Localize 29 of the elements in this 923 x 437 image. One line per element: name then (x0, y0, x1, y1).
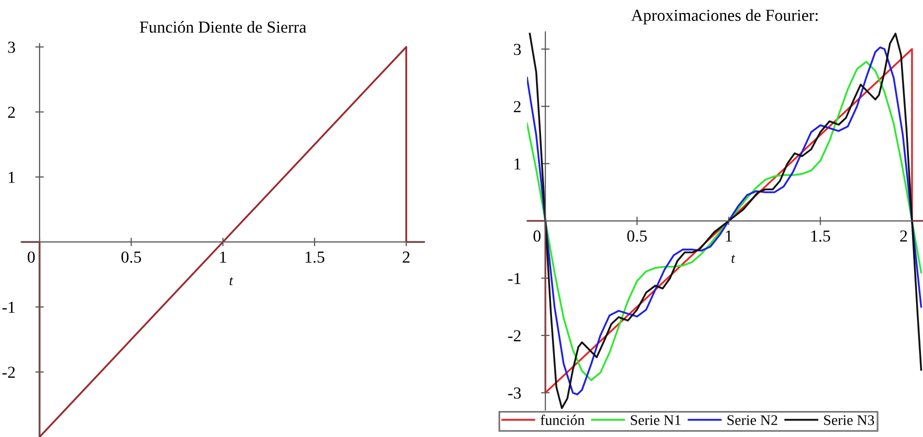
y-tick-label: -2 (508, 330, 521, 342)
x-tick-label: 0.5 (121, 251, 141, 263)
x-tick-label: 1.5 (306, 252, 324, 263)
y-tick-label: -3 (508, 387, 521, 399)
y-tick-label: 3 (514, 44, 521, 56)
y-tick-label: -1 (2, 302, 15, 313)
x-tick-label: 1 (220, 252, 226, 263)
y-tick-label: 2 (8, 106, 15, 118)
chart-title: Aproximaciones de Fourier: (631, 9, 818, 24)
x-tick-label: 0.5 (627, 230, 647, 242)
legend-label: Serie N2 (728, 415, 778, 426)
legend-label: Serie N1 (630, 415, 680, 426)
y-tick-label: 1 (8, 172, 15, 183)
x-tick-label: 1.5 (811, 230, 830, 242)
x-tick-label: 0 (534, 230, 541, 242)
y-tick-label: 2 (514, 101, 521, 112)
x-axis-title: t (732, 254, 736, 263)
y-tick-label: -2 (2, 366, 15, 378)
chart-title: Función Diente de Sierra (140, 21, 306, 33)
x-tick-label: 1 (726, 230, 732, 242)
x-tick-label: 0 (28, 251, 35, 263)
x-tick-label: 2 (402, 252, 410, 263)
x-axis-title: t (230, 277, 234, 286)
y-tick-label: 1 (514, 158, 520, 170)
legend-label: Serie N3 (824, 415, 874, 426)
y-tick-label: -1 (508, 272, 520, 284)
y-tick-label: 3 (8, 42, 16, 53)
legend-label: función (540, 414, 584, 426)
x-tick-label: 2 (900, 230, 907, 242)
